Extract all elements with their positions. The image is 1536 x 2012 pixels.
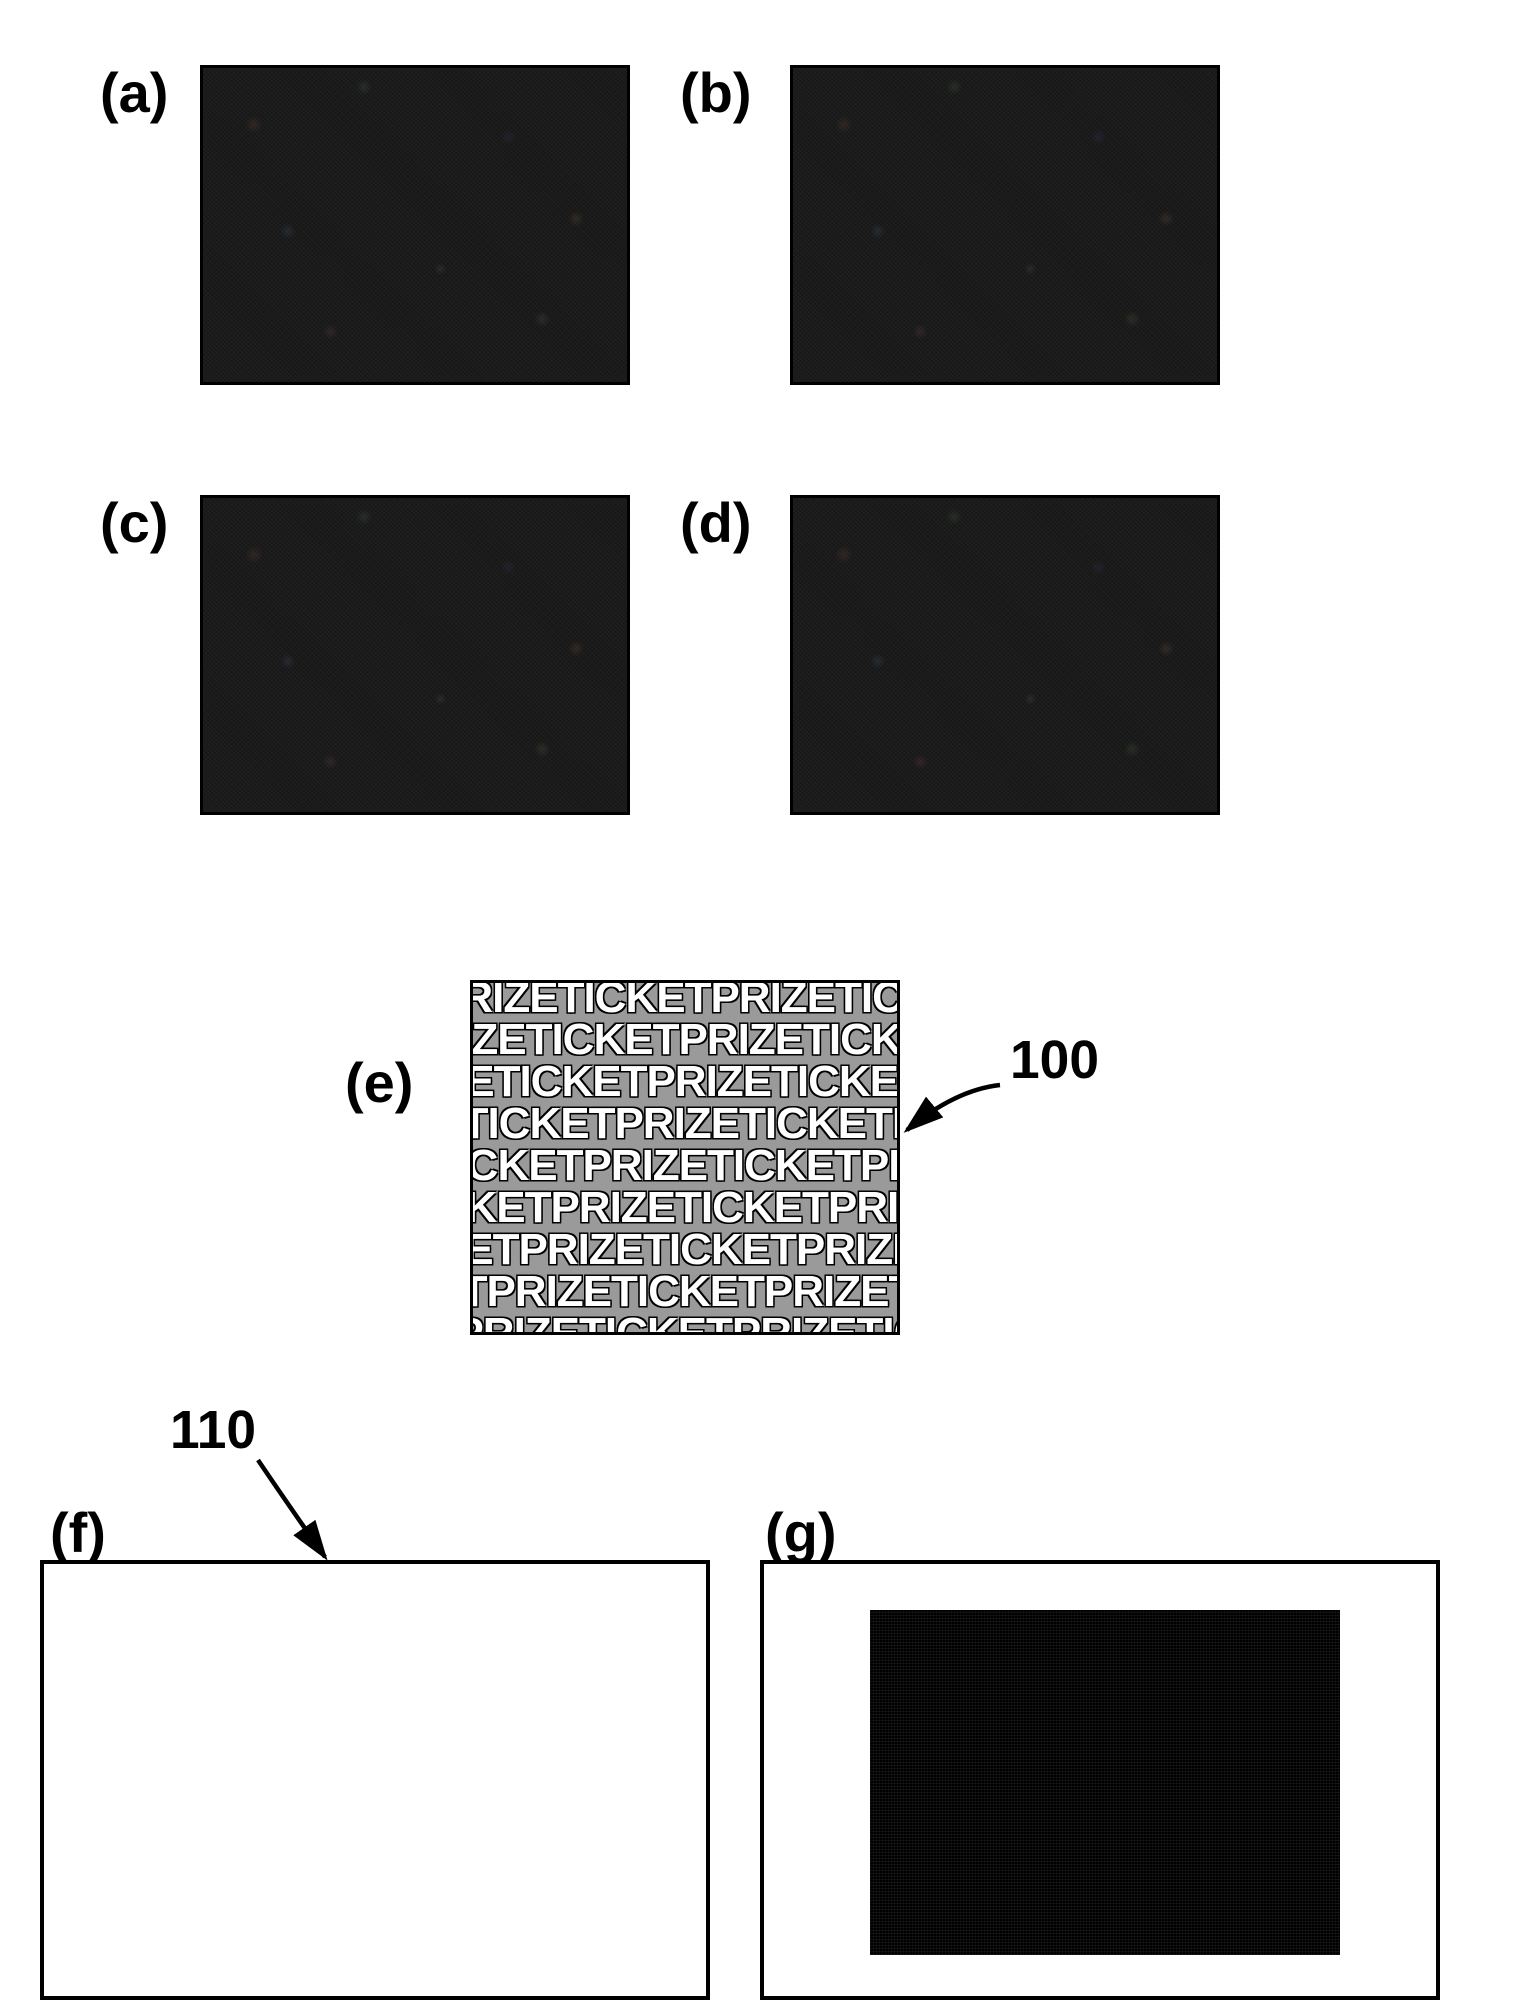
panel-c-noise [203, 498, 627, 812]
panel-label-a: (a) [100, 60, 168, 125]
pattern-text-line: PRIZETICKETPRIZETICKETPRIZETICKETPRIZETI… [473, 1313, 897, 1332]
callout-100: 100 [1010, 1030, 1099, 1091]
panel-f-frame [40, 1560, 710, 2000]
pattern-text-line: PRIZETICKETPRIZETICKETPRIZETICKETPRIZETI… [473, 983, 897, 1019]
pattern-text-line: PRIZETICKETPRIZETICKETPRIZETICKETPRIZETI… [473, 1145, 897, 1187]
panel-d-rect [790, 495, 1220, 815]
panel-b-noise [793, 68, 1217, 382]
panel-label-f: (f) [50, 1500, 106, 1565]
pattern-text-line: PRIZETICKETPRIZETICKETPRIZETICKETPRIZETI… [473, 1271, 897, 1313]
figure-page: (a) (b) (c) (d) (e) PRIZETICKETPRIZETICK… [0, 0, 1536, 2012]
panel-d-noise [793, 498, 1217, 812]
panel-label-g: (g) [765, 1500, 837, 1565]
pattern-text-line: PRIZETICKETPRIZETICKETPRIZETICKETPRIZETI… [473, 1103, 897, 1145]
pattern-text-line: PRIZETICKETPRIZETICKETPRIZETICKETPRIZETI… [473, 1019, 897, 1061]
pattern-text-line: PRIZETICKETPRIZETICKETPRIZETICKETPRIZETI… [473, 1061, 897, 1103]
panel-b-rect [790, 65, 1220, 385]
panel-e-pattern: PRIZETICKETPRIZETICKETPRIZETICKETPRIZETI… [473, 983, 897, 1332]
panel-g-inner [870, 1610, 1340, 1955]
panel-label-c: (c) [100, 490, 168, 555]
panel-label-e: (e) [345, 1050, 413, 1115]
panel-label-d: (d) [680, 490, 752, 555]
panel-e-rect: PRIZETICKETPRIZETICKETPRIZETICKETPRIZETI… [470, 980, 900, 1335]
panel-a-rect [200, 65, 630, 385]
panel-f-leader [250, 1455, 340, 1570]
panel-c-rect [200, 495, 630, 815]
panel-g-frame [760, 1560, 1440, 2000]
panel-a-noise [203, 68, 627, 382]
panel-label-b: (b) [680, 60, 752, 125]
callout-110: 110 [170, 1400, 256, 1461]
panel-e-leader [895, 1075, 1015, 1145]
pattern-text-line: PRIZETICKETPRIZETICKETPRIZETICKETPRIZETI… [473, 1187, 897, 1229]
pattern-text-line: PRIZETICKETPRIZETICKETPRIZETICKETPRIZETI… [473, 1229, 897, 1271]
